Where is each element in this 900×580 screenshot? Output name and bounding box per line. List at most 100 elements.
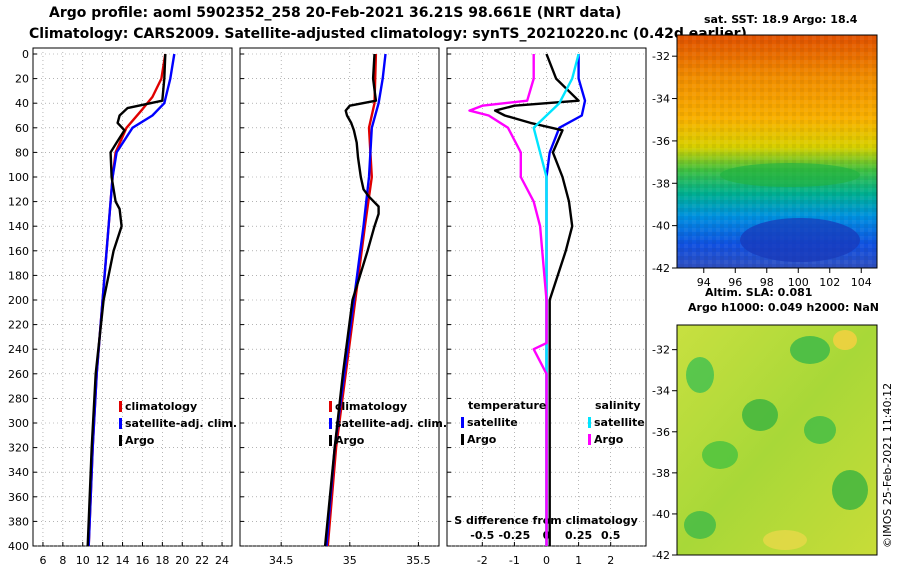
salinity-axis-tick-label: 34.5	[269, 554, 294, 567]
temperature-legend-1-swatch	[119, 418, 122, 429]
salinity-legend-0-swatch	[329, 401, 332, 412]
temperature-axis-tick-label: 24	[215, 554, 229, 567]
depth-tick-label: 300	[8, 417, 29, 430]
salinity-panel-frame	[239, 47, 440, 547]
temperature-axis-tick-label: 16	[135, 554, 149, 567]
temperature-axis-tick-label: 18	[155, 554, 169, 567]
salinity-axis-tick-label: 35.5	[406, 554, 431, 567]
difference-legend-temperature-argo-swatch	[461, 434, 464, 445]
temperature-axis-tick-label: 10	[76, 554, 90, 567]
temperature-legend-0-swatch	[119, 401, 122, 412]
legend-layer: climatology satellite-adj. clim. Argo clima…	[119, 399, 645, 447]
difference-legend-salinity-satellite-swatch	[588, 417, 591, 428]
grid-layer	[33, 48, 646, 547]
sla-lat-tick-label: -38	[652, 467, 670, 480]
temperature-legend-2-swatch	[119, 435, 122, 446]
difference-legend-salinity-argo-label: Argo	[594, 433, 624, 446]
depth-tick-label: 320	[8, 442, 29, 455]
depth-tick-label: 360	[8, 491, 29, 504]
temperature-axis-tick-label: 20	[175, 554, 189, 567]
salinity-difference-tick-label: 0.5	[601, 529, 621, 542]
sst-lon-tick-label: 100	[788, 276, 809, 289]
sla-lat-tick-label: -34	[652, 385, 670, 398]
sst-map-cold-pool	[740, 218, 860, 262]
sst-lon-tick-label: 96	[728, 276, 742, 289]
series-line-argo	[86, 53, 167, 547]
depth-tick-label: 40	[15, 97, 29, 110]
sst-lon-tick-label: 104	[851, 276, 872, 289]
tick-layer: 0204060801001201401601802002202402602803…	[8, 48, 638, 567]
sla-blob	[686, 357, 714, 393]
chart-title-line2: Climatology: CARS2009. Satellite-adjuste…	[29, 26, 747, 42]
temperature-legend-1-label: satellite-adj. clim.	[125, 417, 237, 430]
sla-blob	[790, 336, 830, 364]
temperature-axis-tick-label: 22	[195, 554, 209, 567]
difference-legend-salinity-argo-swatch	[588, 434, 591, 445]
salinity-difference-tick-label: -0.25	[499, 529, 531, 542]
difference-legend-salinity-satellite-label: satellite	[594, 416, 645, 429]
depth-tick-label: 120	[8, 196, 29, 209]
sla-map-frame	[676, 324, 878, 556]
chart-title-line1: Argo profile: aoml 5902352_258 20-Feb-20…	[49, 5, 622, 21]
salinity-legend-2-label: Argo	[335, 434, 365, 447]
difference-legend-temperature-satellite-label: satellite	[467, 416, 518, 429]
salinity-axis-tick-label: 35	[343, 554, 357, 567]
difference-legend-salinity-heading: salinity	[595, 399, 641, 412]
difference-axis-tick-label: -1	[509, 554, 520, 567]
sla-blob	[763, 530, 807, 550]
difference-legend-temperature-heading: temperature	[468, 399, 546, 412]
sst-lat-tick-label: -42	[652, 262, 670, 275]
depth-tick-label: 100	[8, 171, 29, 184]
sla-map-title-line2: Argo h1000: 0.049 h2000: NaN	[688, 301, 880, 314]
temperature-axis-tick-label: 14	[116, 554, 130, 567]
temperature-axis-tick-label: 12	[96, 554, 110, 567]
difference-legend-temperature-argo-label: Argo	[467, 433, 497, 446]
sla-blob	[702, 441, 738, 469]
sla-lat-tick-label: -40	[652, 508, 670, 521]
sst-map-title: sat. SST: 18.9 Argo: 18.4	[704, 13, 858, 26]
sst-map	[676, 34, 878, 269]
sla-blob	[684, 511, 716, 539]
depth-tick-label: 60	[15, 122, 29, 135]
sst-map-frame	[676, 34, 878, 269]
depth-tick-label: 220	[8, 319, 29, 332]
imos-timestamp: ©IMOS 25-Feb-2021 11:40:12	[881, 382, 894, 548]
sla-blob	[742, 399, 778, 431]
depth-tick-label: 80	[15, 146, 29, 159]
sla-blob	[804, 416, 836, 444]
depth-tick-label: 0	[22, 48, 29, 61]
series-line-argo	[323, 53, 380, 547]
map-tick-layer: -32 -34 -36 -38 -40 -42 94 96 98 100 102 104 -32 -34 -…	[652, 50, 872, 562]
depth-tick-label: 240	[8, 343, 29, 356]
depth-tick-label: 400	[8, 540, 29, 553]
sla-map-title-line1: Altim. SLA: 0.081	[705, 286, 813, 299]
depth-tick-label: 160	[8, 245, 29, 258]
depth-tick-label: 20	[15, 73, 29, 86]
depth-tick-label: 200	[8, 294, 29, 307]
series-layer	[86, 53, 587, 547]
sst-lon-tick-label: 102	[819, 276, 840, 289]
sla-blob	[833, 330, 857, 350]
sla-blob	[832, 470, 868, 510]
temperature-panel-frame	[32, 47, 233, 547]
temperature-legend-2-label: Argo	[125, 434, 155, 447]
sst-lon-tick-label: 98	[760, 276, 774, 289]
difference-axis-tick-label: -2	[477, 554, 488, 567]
salinity-difference-tick-label: -0.5	[470, 529, 494, 542]
sst-lon-tick-label: 94	[697, 276, 711, 289]
depth-tick-label: 180	[8, 269, 29, 282]
salinity-legend-2-swatch	[329, 435, 332, 446]
sla-lat-tick-label: -32	[652, 344, 670, 357]
salinity-difference-tick-label: 0.25	[565, 529, 592, 542]
series-line-temperature-argo	[493, 53, 580, 546]
temperature-legend-0-label: climatology	[125, 400, 197, 413]
salinity-legend-1-swatch	[329, 418, 332, 429]
sst-lat-tick-label: -40	[652, 220, 670, 233]
sla-lat-tick-label: -42	[652, 549, 670, 562]
difference-axis-tick-label: 0	[543, 554, 550, 567]
difference-axis-tick-label: 1	[575, 554, 582, 567]
temperature-axis-tick-label: 8	[59, 554, 66, 567]
sst-lat-tick-label: -32	[652, 50, 670, 63]
depth-tick-label: 140	[8, 220, 29, 233]
sst-lat-tick-label: -36	[652, 135, 670, 148]
